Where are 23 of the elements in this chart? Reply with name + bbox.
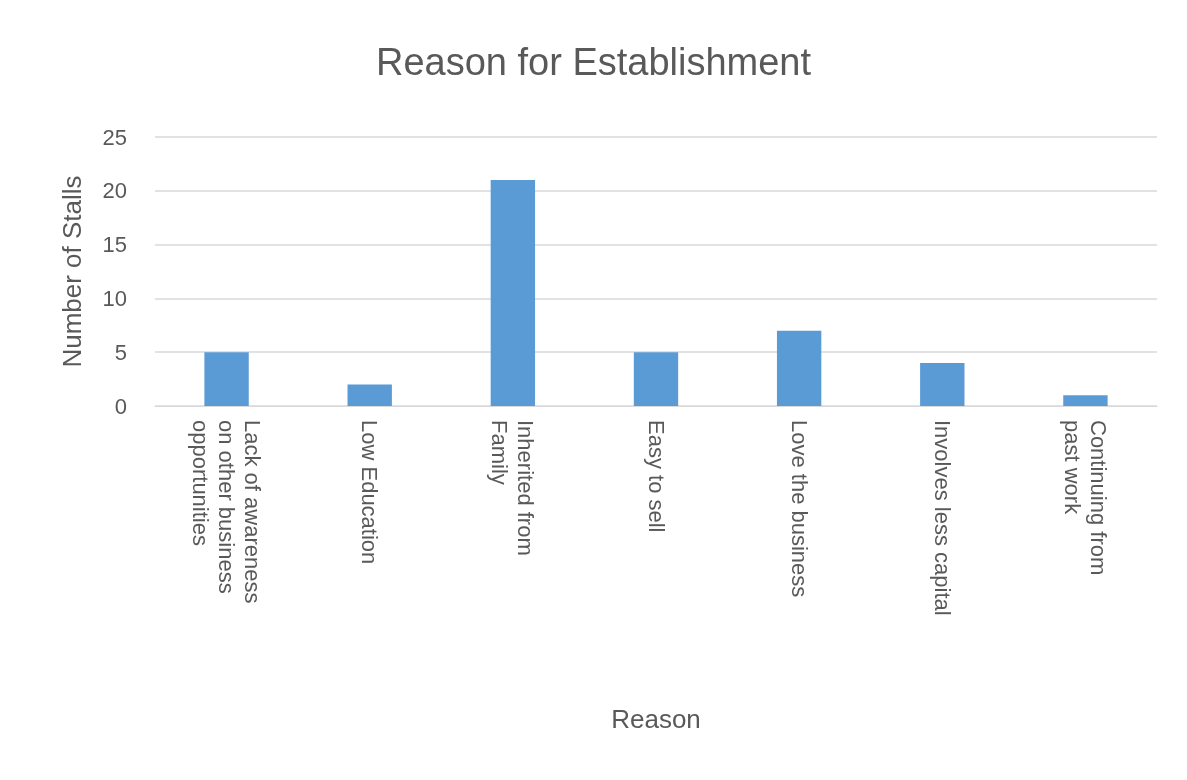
x-tick-label: Involves less capital	[929, 420, 955, 616]
y-tick-label: 20	[102, 178, 127, 204]
y-tick-label: 0	[114, 393, 127, 419]
bar	[204, 352, 249, 406]
x-tick-label: Continuing from past work	[1059, 420, 1111, 582]
y-tick-label: 10	[102, 285, 127, 311]
bar	[490, 180, 536, 406]
x-tick-label: Easy to sell	[643, 420, 669, 533]
bar	[633, 352, 679, 406]
x-tick-label: Low Education	[357, 420, 383, 565]
bar	[920, 362, 965, 406]
chart-title: Reason for Establishment	[375, 41, 812, 83]
y-tick-label: 5	[114, 339, 127, 365]
x-axis-title: Reason	[611, 704, 701, 734]
y-axis-title: Number of Stalls	[57, 175, 87, 368]
y-tick-label: 15	[102, 232, 127, 258]
bar	[1063, 395, 1108, 406]
bar	[347, 384, 392, 406]
x-tick-label: Love the business	[786, 420, 812, 598]
x-tick-label: Lack of awareness on other business opportunities	[188, 420, 266, 610]
bar	[776, 330, 822, 406]
x-tick-label: Inherited from Family	[487, 420, 539, 562]
y-tick-label: 25	[102, 124, 127, 150]
